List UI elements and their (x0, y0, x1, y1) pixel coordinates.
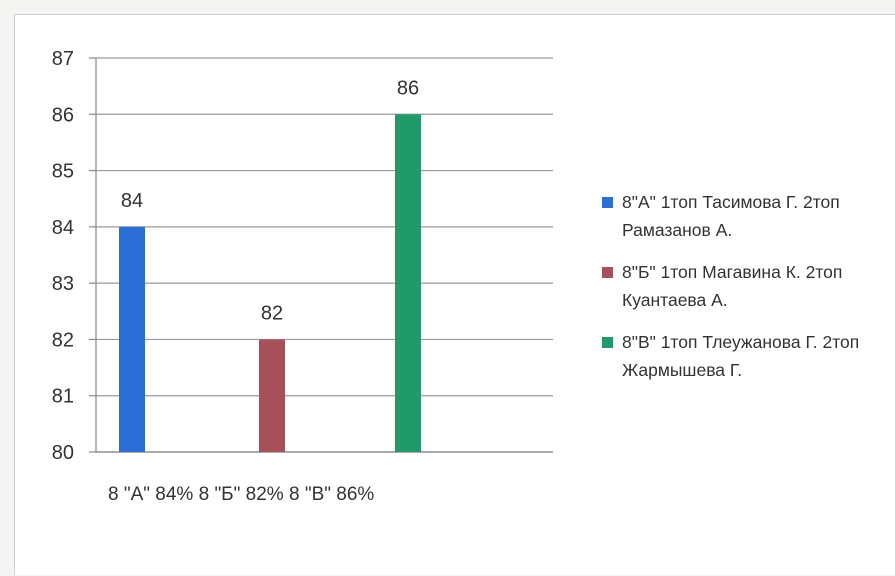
gridlines (96, 57, 553, 453)
data-label-2: 82 (261, 302, 283, 324)
bar-3 (395, 114, 421, 453)
legend: 8"А" 1топ Тасимова Г. 2топ Рамазанов А. 8… (598, 188, 888, 398)
y-tick-label: 86 (52, 104, 74, 126)
legend-label: 8"А" 1топ Тасимова Г. 2топ Рамазанов А. (622, 192, 840, 240)
y-tick-label: 87 (52, 48, 74, 70)
legend-item-1: 8"А" 1топ Тасимова Г. 2топ Рамазанов А. (598, 188, 888, 244)
legend-swatch (602, 337, 613, 348)
x-axis-category-labels: 8 "А" 84% 8 "Б" 82% 8 "В" 86% (108, 484, 374, 505)
legend-item-3: 8"В" 1топ Тлеужанова Г. 2топ Жармышева Г… (598, 328, 888, 384)
bar-2 (259, 339, 285, 452)
data-label-3: 86 (397, 77, 419, 99)
y-tick-label: 80 (52, 442, 74, 464)
legend-swatch (602, 267, 613, 278)
bars (119, 114, 421, 453)
legend-swatch (602, 197, 613, 208)
chart-frame (14, 14, 895, 575)
y-tick-label: 84 (52, 217, 74, 239)
y-tick-label: 81 (52, 386, 74, 408)
data-label-1: 84 (121, 190, 143, 212)
data-labels: 84 82 86 (121, 77, 419, 324)
legend-item-2: 8"Б" 1топ Магавина К. 2топ Куантаева А. (598, 258, 888, 314)
y-axis: 80 81 82 83 84 85 86 87 (52, 48, 553, 464)
y-tick-label: 83 (52, 273, 74, 295)
y-tick-label: 85 (52, 161, 74, 183)
bar-1 (119, 226, 145, 452)
y-tick-label: 82 (52, 329, 74, 351)
legend-label: 8"В" 1топ Тлеужанова Г. 2топ Жармышева Г… (622, 332, 860, 380)
legend-label: 8"Б" 1топ Магавина К. 2топ Куантаева А. (622, 262, 843, 310)
